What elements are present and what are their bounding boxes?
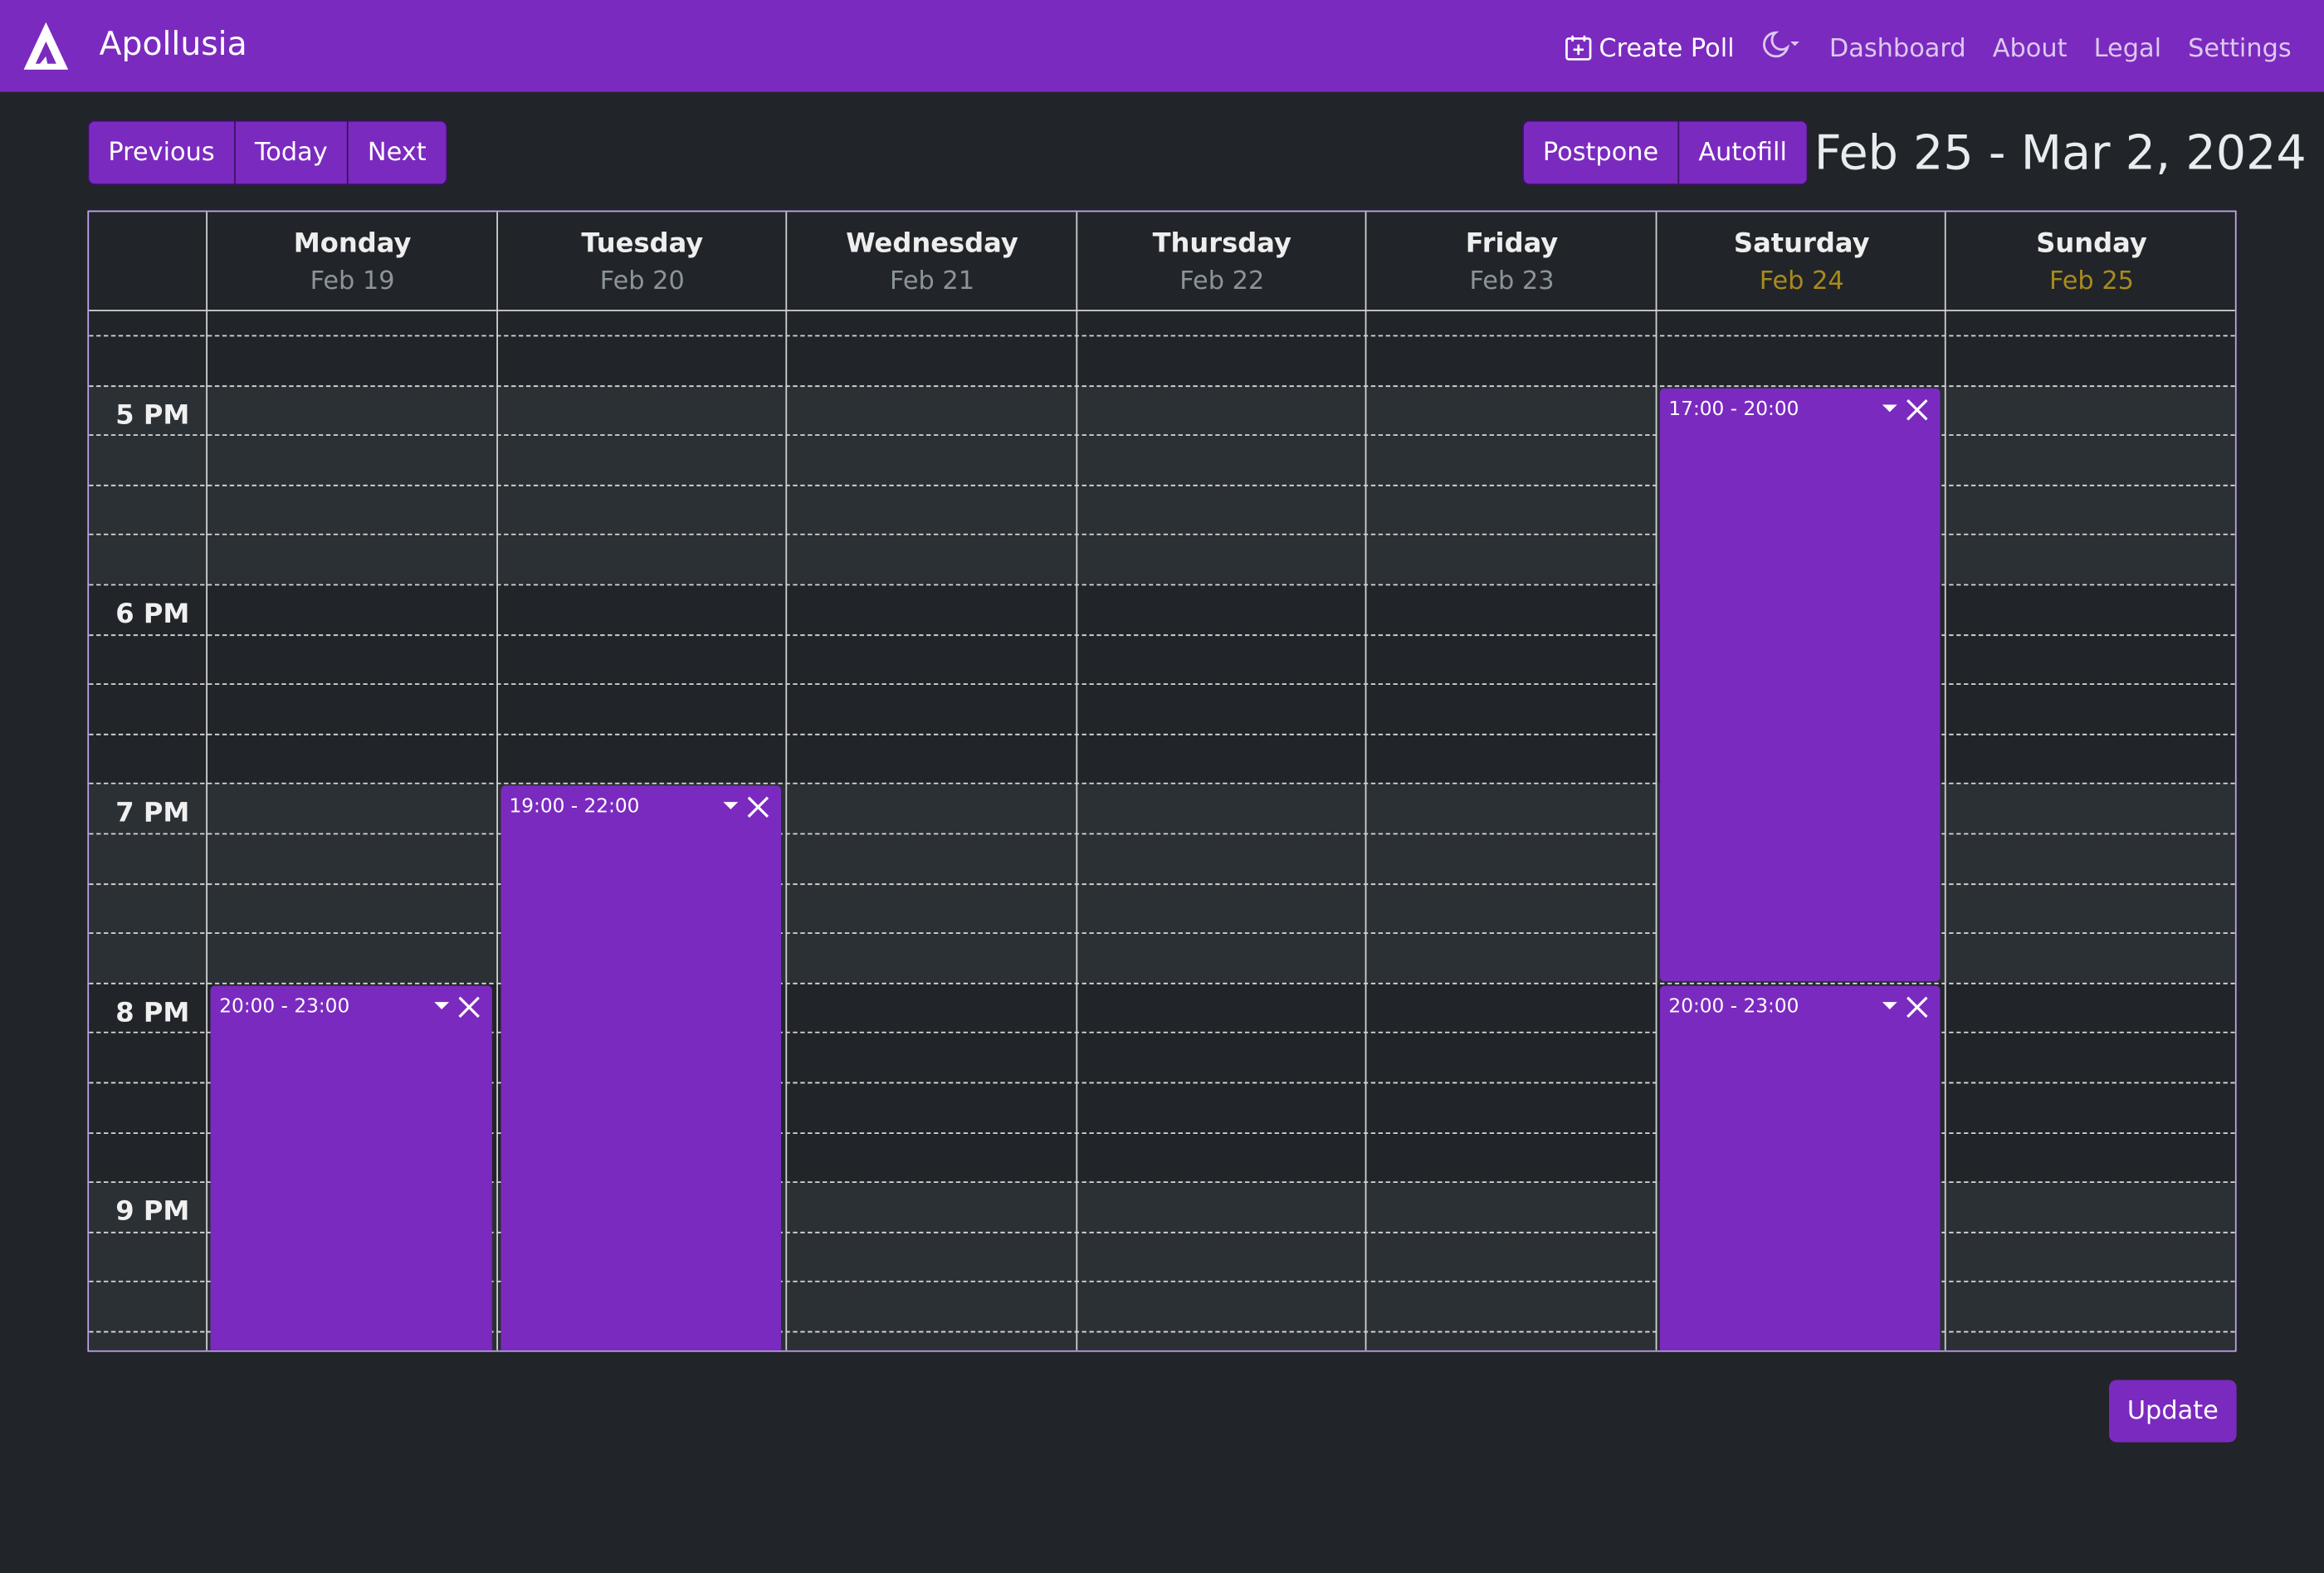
theme-toggle[interactable] <box>1761 30 1803 67</box>
slot-line <box>89 733 2235 735</box>
event[interactable]: 20:00 - 23:00 <box>1659 984 1941 1351</box>
action-button-group: Postpone Autofill <box>1521 120 1808 186</box>
hour-label: 5 PM <box>115 399 190 431</box>
slot-line <box>89 1032 2235 1034</box>
day-header: Wednesday Feb 21 <box>785 212 1077 311</box>
slot-line <box>89 1181 2235 1184</box>
hour-label: 7 PM <box>115 798 190 829</box>
nav-button[interactable]: Next <box>348 121 446 184</box>
slot-line <box>89 783 2235 785</box>
hour-row <box>89 310 2235 385</box>
day-header: Friday Feb 23 <box>1365 212 1658 311</box>
event-controls[interactable] <box>432 994 483 1021</box>
nav-link[interactable]: Create Poll <box>1565 33 1735 63</box>
slot-line <box>89 882 2235 885</box>
hour-label: 9 PM <box>115 1196 190 1228</box>
slot-line <box>89 1281 2235 1283</box>
nav-link[interactable]: About <box>1992 33 2068 63</box>
hour-label: 6 PM <box>115 598 190 630</box>
slot-line <box>89 1131 2235 1134</box>
event-time: 19:00 - 22:00 <box>509 796 640 819</box>
nav-link[interactable]: Legal <box>2093 33 2162 63</box>
slot-line <box>89 982 2235 984</box>
day-date: Feb 22 <box>1179 266 1265 297</box>
nav-button[interactable]: Today <box>235 121 349 184</box>
event[interactable]: 17:00 - 20:00 <box>1659 387 1941 981</box>
column-line <box>785 310 788 1351</box>
day-header: Tuesday Feb 20 <box>496 212 788 311</box>
column-line <box>1945 310 1947 1351</box>
slot-line <box>89 683 2235 686</box>
brand[interactable]: Apollusia <box>99 27 247 64</box>
slot-line <box>89 1082 2235 1084</box>
day-name: Thursday <box>1152 227 1291 260</box>
event-time: 20:00 - 23:00 <box>1668 995 1799 1019</box>
slot-line <box>89 484 2235 486</box>
nav-links: Create Poll Dashboard About Legal Settings <box>1565 30 2292 67</box>
navbar: Apollusia Create Poll Dashboard About Legal… <box>0 0 2324 92</box>
nav-link[interactable]: Settings <box>2188 33 2292 63</box>
slot-line <box>89 932 2235 935</box>
day-name: Saturday <box>1733 227 1870 260</box>
day-date: Feb 24 <box>1759 266 1844 297</box>
day-name: Sunday <box>2036 227 2147 260</box>
day-name: Monday <box>293 227 412 260</box>
event[interactable]: 19:00 - 22:00 <box>500 785 782 1351</box>
event-time: 20:00 - 23:00 <box>219 995 350 1019</box>
column-line <box>496 310 498 1351</box>
event-controls[interactable] <box>1882 994 1932 1021</box>
day-name: Wednesday <box>846 227 1018 260</box>
day-header: Saturday Feb 24 <box>1655 212 1947 311</box>
event-time: 17:00 - 20:00 <box>1668 398 1799 421</box>
day-date: Feb 23 <box>1469 266 1555 297</box>
column-line <box>1075 310 1077 1351</box>
event-controls[interactable] <box>1882 397 1932 423</box>
day-header: Thursday Feb 22 <box>1075 212 1367 311</box>
day-name: Friday <box>1465 227 1559 260</box>
event-controls[interactable] <box>722 795 773 822</box>
slot-line <box>89 1331 2235 1333</box>
action-button[interactable]: Postpone <box>1523 121 1680 184</box>
day-name: Tuesday <box>581 227 704 260</box>
event[interactable]: 20:00 - 23:00 <box>210 984 492 1351</box>
slot-line <box>89 584 2235 586</box>
column-line <box>1655 310 1658 1351</box>
hour-label: 8 PM <box>115 997 190 1028</box>
day-date: Feb 25 <box>2048 266 2134 297</box>
nav-button-group: Previous Today Next <box>87 120 447 186</box>
slot-line <box>89 633 2235 636</box>
slot-line <box>89 833 2235 835</box>
action-button[interactable]: Autofill <box>1679 121 1807 184</box>
slot-line <box>89 335 2235 337</box>
slot-line <box>89 434 2235 437</box>
nav-link[interactable]: Dashboard <box>1828 33 1966 63</box>
date-range: Feb 25 - Mar 2, 2024 <box>1814 124 2307 181</box>
day-header: Monday Feb 19 <box>206 212 498 311</box>
slot-line <box>89 534 2235 536</box>
update-button[interactable]: Update <box>2109 1380 2237 1443</box>
nav-button[interactable]: Previous <box>89 121 236 184</box>
day-header: Sunday Feb 25 <box>1945 212 2235 311</box>
logo[interactable] <box>22 21 70 71</box>
day-date: Feb 19 <box>310 266 395 297</box>
column-line <box>1365 310 1367 1351</box>
slot-line <box>89 1231 2235 1233</box>
calendar: 5 PM 6 PM 7 PM 8 PM 9 PM 20:00 - 23:00 19:00 -… <box>87 210 2237 1352</box>
nav-link-text: Create Poll <box>1599 33 1735 63</box>
slot-line <box>89 384 2235 387</box>
calendar-body: 5 PM 6 PM 7 PM 8 PM 9 PM 20:00 - 23:00 19:00 -… <box>89 310 2235 1351</box>
day-date: Feb 21 <box>890 266 975 297</box>
day-date: Feb 20 <box>599 266 685 297</box>
column-line <box>206 310 208 1351</box>
corner-cell <box>89 212 207 311</box>
